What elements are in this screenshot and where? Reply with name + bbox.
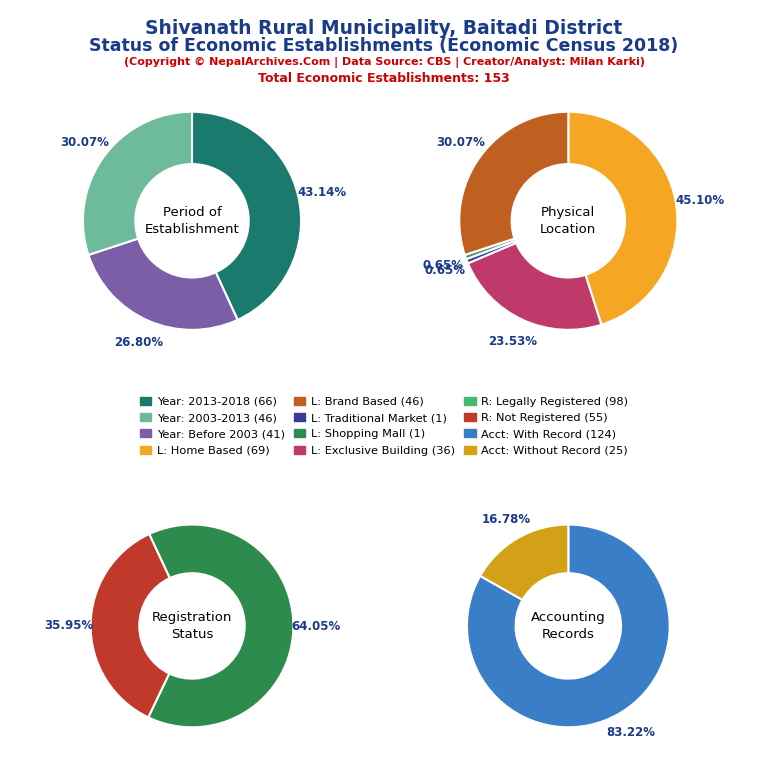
- Text: 45.10%: 45.10%: [675, 194, 724, 207]
- Text: 26.80%: 26.80%: [114, 336, 164, 349]
- Text: 35.95%: 35.95%: [44, 619, 93, 632]
- Text: Accounting
Records: Accounting Records: [531, 611, 606, 641]
- Text: 0.65%: 0.65%: [424, 263, 465, 276]
- Wedge shape: [91, 534, 170, 717]
- Wedge shape: [83, 111, 192, 255]
- Legend: Year: 2013-2018 (66), Year: 2003-2013 (46), Year: Before 2003 (41), L: Home Base: Year: 2013-2018 (66), Year: 2003-2013 (4…: [140, 397, 628, 455]
- Wedge shape: [467, 525, 670, 727]
- Wedge shape: [568, 111, 677, 325]
- Text: Physical
Location: Physical Location: [540, 206, 597, 236]
- Text: 43.14%: 43.14%: [297, 186, 346, 199]
- Text: Total Economic Establishments: 153: Total Economic Establishments: 153: [258, 72, 510, 85]
- Wedge shape: [480, 525, 568, 600]
- Wedge shape: [468, 243, 601, 329]
- Wedge shape: [88, 239, 237, 330]
- Text: 64.05%: 64.05%: [291, 620, 340, 633]
- Wedge shape: [466, 240, 516, 263]
- Text: Status of Economic Establishments (Economic Census 2018): Status of Economic Establishments (Econo…: [89, 37, 679, 55]
- Wedge shape: [465, 239, 515, 259]
- Text: 0.65%: 0.65%: [422, 259, 463, 272]
- Text: 23.53%: 23.53%: [488, 335, 537, 348]
- Text: Period of
Establishment: Period of Establishment: [144, 206, 240, 236]
- Wedge shape: [459, 111, 568, 255]
- Text: Shivanath Rural Municipality, Baitadi District: Shivanath Rural Municipality, Baitadi Di…: [145, 19, 623, 38]
- Text: Registration
Status: Registration Status: [152, 611, 232, 641]
- Text: 83.22%: 83.22%: [606, 727, 655, 740]
- Text: 16.78%: 16.78%: [482, 512, 531, 525]
- Text: 30.07%: 30.07%: [60, 137, 108, 149]
- Text: (Copyright © NepalArchives.Com | Data Source: CBS | Creator/Analyst: Milan Karki: (Copyright © NepalArchives.Com | Data So…: [124, 57, 644, 68]
- Text: 30.07%: 30.07%: [436, 137, 485, 149]
- Wedge shape: [192, 111, 301, 319]
- Wedge shape: [148, 525, 293, 727]
